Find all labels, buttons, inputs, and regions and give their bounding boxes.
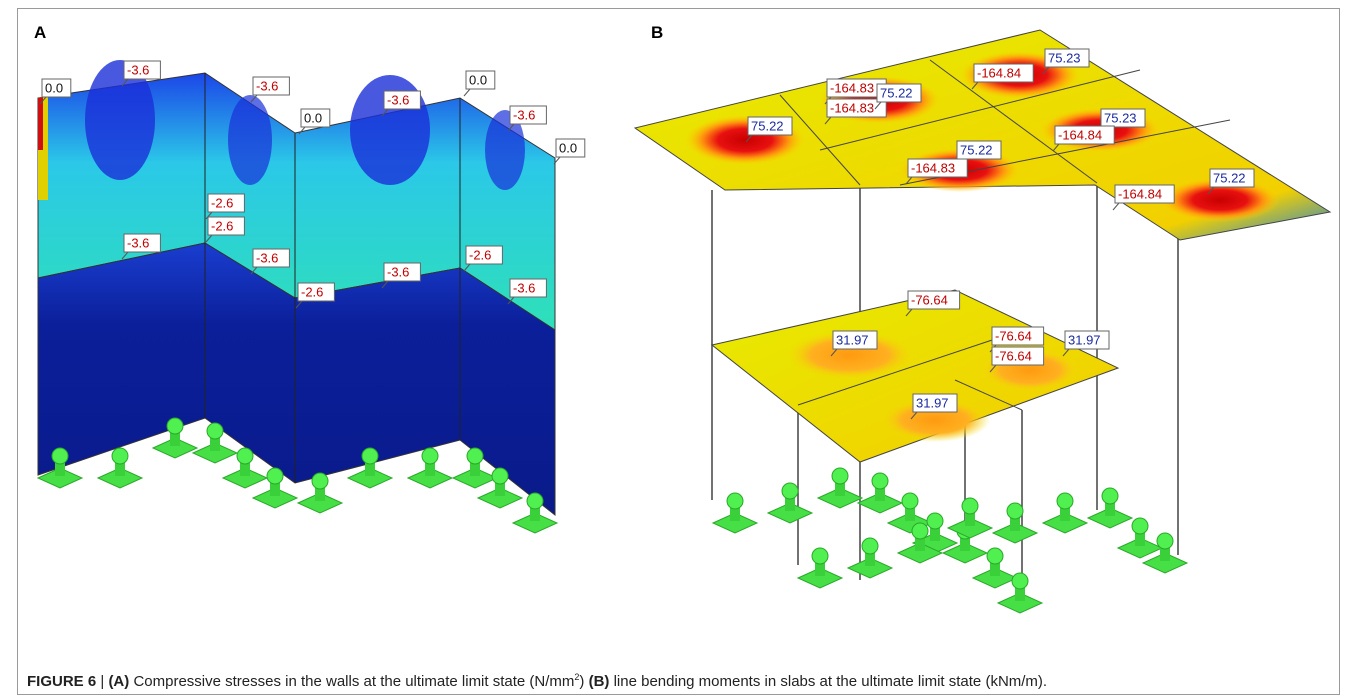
- support: [422, 448, 438, 464]
- caption-a-text: Compressive stresses in the walls at the…: [133, 673, 574, 690]
- support: [362, 448, 378, 464]
- caption-a-tag: (A): [108, 673, 129, 690]
- caption-separator: |: [100, 673, 104, 690]
- support: [1007, 503, 1023, 519]
- value-label: 31.97: [836, 332, 869, 347]
- value-label: 75.23: [1104, 110, 1137, 125]
- page: A B 0.0 -3.6 -3.6 0.0 -3.6 0.0 -3.6 0.0 -2.6 -2.6…: [0, 0, 1359, 697]
- support: [902, 493, 918, 509]
- caption: FIGURE 6 | (A) Compressive stresses in t…: [27, 672, 1047, 690]
- value-label: -3.6: [256, 78, 278, 93]
- support: [467, 448, 483, 464]
- support: [527, 493, 543, 509]
- panel-label: A: [34, 23, 46, 42]
- support: [962, 498, 978, 514]
- value-label: -76.64: [995, 328, 1032, 343]
- value-label: -76.64: [911, 292, 948, 307]
- support: [207, 423, 223, 439]
- support: [1012, 573, 1028, 589]
- value-label: -3.6: [387, 92, 409, 107]
- support: [267, 468, 283, 484]
- value-label: -2.6: [211, 195, 233, 210]
- value-label: -2.6: [211, 218, 233, 233]
- support: [727, 493, 743, 509]
- value-label: -3.6: [513, 107, 535, 122]
- caption-b-tag: (B): [589, 673, 610, 690]
- support: [1157, 533, 1173, 549]
- value-label: -164.84: [1118, 186, 1162, 201]
- leader: [1113, 203, 1119, 210]
- value-label: -3.6: [127, 62, 149, 77]
- caption-a-close: ): [579, 673, 584, 690]
- support: [782, 483, 798, 499]
- value-label: -3.6: [127, 235, 149, 250]
- support: [1057, 493, 1073, 509]
- value-label: -3.6: [256, 250, 278, 265]
- caption-b-text: line bending moments in slabs at the ult…: [614, 673, 1048, 690]
- support: [1102, 488, 1118, 504]
- value-label: -164.83: [830, 100, 874, 115]
- value-label: -2.6: [469, 247, 491, 262]
- value-label: -164.84: [1058, 127, 1102, 142]
- value-label: 75.22: [960, 142, 993, 157]
- support: [312, 473, 328, 489]
- support: [927, 513, 943, 529]
- value-label: 0.0: [469, 72, 487, 87]
- support: [832, 468, 848, 484]
- value-label: -164.83: [911, 160, 955, 175]
- walls: [38, 60, 555, 515]
- support: [167, 418, 183, 434]
- value-label: -2.6: [301, 284, 323, 299]
- value-label: 0.0: [45, 80, 63, 95]
- support: [112, 448, 128, 464]
- support: [862, 538, 878, 554]
- value-label: 31.97: [916, 395, 949, 410]
- support: [872, 473, 888, 489]
- value-label: -164.84: [977, 65, 1021, 80]
- support: [812, 548, 828, 564]
- support: [987, 548, 1003, 564]
- value-label: -76.64: [995, 348, 1032, 363]
- value-label: 75.22: [880, 85, 913, 100]
- value-label: 75.22: [751, 118, 784, 133]
- value-label: 75.23: [1048, 50, 1081, 65]
- value-label: 0.0: [304, 110, 322, 125]
- value-label: -3.6: [387, 264, 409, 279]
- support: [1132, 518, 1148, 534]
- support: [492, 468, 508, 484]
- figure: A B 0.0 -3.6 -3.6 0.0 -3.6 0.0 -3.6 0.0 -2.6 -2.6…: [0, 0, 1359, 660]
- value-label: 0.0: [559, 140, 577, 155]
- value-label: -3.6: [513, 280, 535, 295]
- support: [237, 448, 253, 464]
- supports: [38, 418, 1187, 613]
- value-label: 31.97: [1068, 332, 1101, 347]
- support: [52, 448, 68, 464]
- value-label: 75.22: [1213, 170, 1246, 185]
- panel-label: B: [651, 23, 663, 42]
- support: [912, 523, 928, 539]
- caption-figure: FIGURE 6: [27, 673, 96, 690]
- value-label: -164.83: [830, 80, 874, 95]
- leader: [464, 89, 470, 96]
